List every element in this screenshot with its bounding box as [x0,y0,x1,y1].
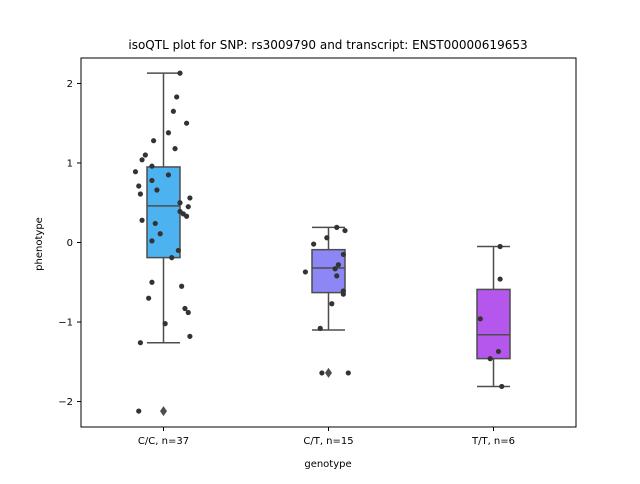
x-tick-label: T/T, n=6 [471,436,515,447]
data-point [172,146,178,152]
y-axis-label: phenotype [34,217,45,271]
data-point [182,305,188,312]
data-point [187,195,193,201]
y-tick-label: 0 [67,238,73,249]
y-tick-label: 1 [67,158,73,169]
data-point [185,204,191,210]
box-iqr [311,248,346,294]
box-iqr [476,288,511,360]
data-point [342,227,348,234]
x-axis-label: genotype [304,459,351,470]
y-axis: 2 1 0 −1 −2 [58,79,81,408]
plot-area [80,57,577,428]
data-point [311,241,317,247]
data-point [184,120,190,126]
data-point [169,255,175,261]
outlier-marker [325,367,332,378]
data-point [497,276,503,282]
data-point [165,172,172,178]
data-point [487,356,493,362]
data-point [175,247,181,254]
strip-points [477,243,505,390]
data-point [334,224,340,230]
data-point [177,200,183,206]
data-point [149,279,155,285]
data-point [157,231,163,237]
data-point [162,321,168,327]
box-group [476,245,511,388]
data-point [185,309,191,316]
data-point [146,295,152,301]
data-point [317,325,323,331]
data-point [179,283,185,289]
data-point [149,177,155,184]
data-point [495,348,502,355]
data-point [174,94,180,100]
data-point [332,266,338,272]
data-point [329,301,335,307]
data-point [302,269,308,275]
data-point [324,235,330,241]
chart-title: isoQTL plot for SNP: rs3009790 and trans… [128,38,527,52]
data-point [499,383,505,390]
x-tick-label: C/T, n=15 [303,436,353,447]
data-point [334,273,340,279]
data-point [149,238,155,244]
data-point [340,251,346,258]
data-point [152,220,158,227]
data-point [477,316,483,322]
data-point [177,70,183,76]
data-point [170,108,176,114]
data-point [136,183,142,189]
data-point [187,333,193,339]
data-point [335,262,341,268]
x-tick-label: C/C, n=37 [138,436,189,447]
data-point [132,169,139,175]
data-point [497,243,503,250]
x-axis: C/C, n=37 C/T, n=15 T/T, n=6 [138,427,515,447]
data-point [319,370,325,376]
y-tick-label: −1 [58,318,73,329]
data-point [184,213,190,219]
data-point [137,191,143,197]
data-point [149,163,155,169]
data-point [154,187,160,193]
box-group [311,226,346,378]
data-point [137,340,143,346]
data-point [151,138,157,144]
y-tick-label: 2 [67,79,73,90]
data-point [139,157,145,163]
strip-points [132,70,193,414]
data-point [165,130,172,136]
data-point [340,291,346,297]
box-group [146,72,181,417]
y-tick-label: −2 [58,397,73,408]
outlier-marker [160,406,167,417]
data-point [136,408,142,414]
data-point [139,217,145,223]
data-point [345,370,351,376]
strip-points [302,224,351,376]
data-point [142,152,148,158]
